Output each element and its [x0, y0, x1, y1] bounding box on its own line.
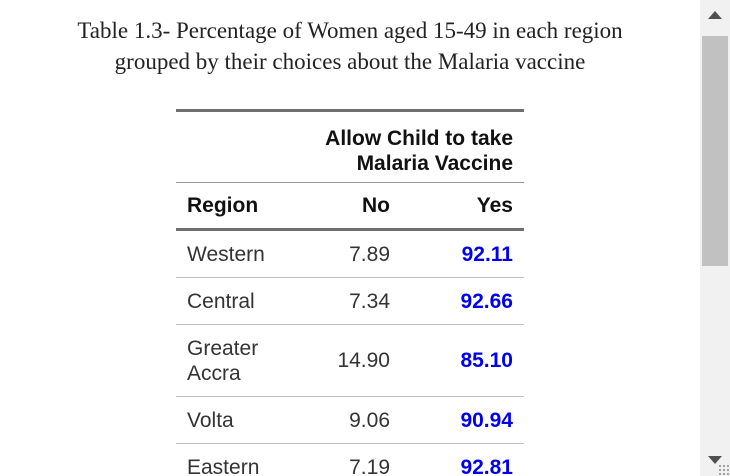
resize-grip-icon[interactable] [718, 464, 730, 476]
header-no: No [362, 193, 390, 217]
region-cell: Western [176, 242, 296, 267]
table-row: Central 7.34 92.66 [176, 278, 524, 325]
table-row: Eastern 7.19 92.81 [176, 444, 524, 476]
header-region: Region [187, 193, 259, 217]
yes-value: 85.10 [460, 349, 513, 372]
yes-value: 92.66 [460, 289, 513, 313]
region-name: Volta [187, 408, 234, 432]
table-row: Greater Accra 14.90 85.10 [176, 325, 524, 397]
region-name: Greater [187, 336, 259, 360]
data-table: Allow Child to take Malaria Vaccine Regi… [176, 109, 524, 476]
no-value: 7.89 [349, 242, 390, 266]
no-value: 7.19 [349, 455, 390, 476]
caption-line-1: Table 1.3- Percentage of Women aged 15-4… [77, 18, 623, 43]
spanner-line-1: Allow Child to take [325, 127, 513, 150]
region-name: Eastern [187, 455, 260, 476]
no-value: 9.06 [349, 408, 390, 432]
caption-line-2: grouped by their choices about the Malar… [114, 49, 586, 74]
region-cell: Greater Accra [176, 336, 296, 386]
table-caption: Table 1.3- Percentage of Women aged 15-4… [0, 15, 700, 77]
arrow-up-icon[interactable] [700, 0, 730, 34]
region-cell: Central [176, 289, 296, 314]
region-cell: Eastern [176, 455, 296, 476]
region-name: Western [187, 242, 265, 266]
region-cell: Volta [176, 408, 296, 433]
table-row: Western 7.89 92.11 [176, 231, 524, 278]
yes-value: 92.81 [460, 455, 513, 476]
table-top-rule [176, 109, 524, 112]
scrollbar-thumb[interactable] [702, 36, 728, 266]
arrow-down-icon[interactable] [700, 446, 730, 476]
column-spanner: Allow Child to take Malaria Vaccine [176, 112, 524, 183]
no-value: 7.34 [349, 289, 390, 313]
spanner-line-2: Malaria Vaccine [356, 152, 513, 175]
header-yes: Yes [476, 193, 513, 217]
table-row: Volta 9.06 90.94 [176, 397, 524, 444]
yes-value: 90.94 [460, 408, 513, 432]
region-name: Central [187, 289, 255, 313]
vertical-scrollbar[interactable] [700, 0, 730, 476]
spanner-label: Allow Child to take Malaria Vaccine [325, 126, 513, 176]
column-header-row: Region No Yes [176, 183, 524, 231]
yes-value: 92.11 [461, 242, 513, 266]
region-name-line-2: Accra [187, 361, 241, 385]
no-value: 14.90 [337, 349, 390, 372]
